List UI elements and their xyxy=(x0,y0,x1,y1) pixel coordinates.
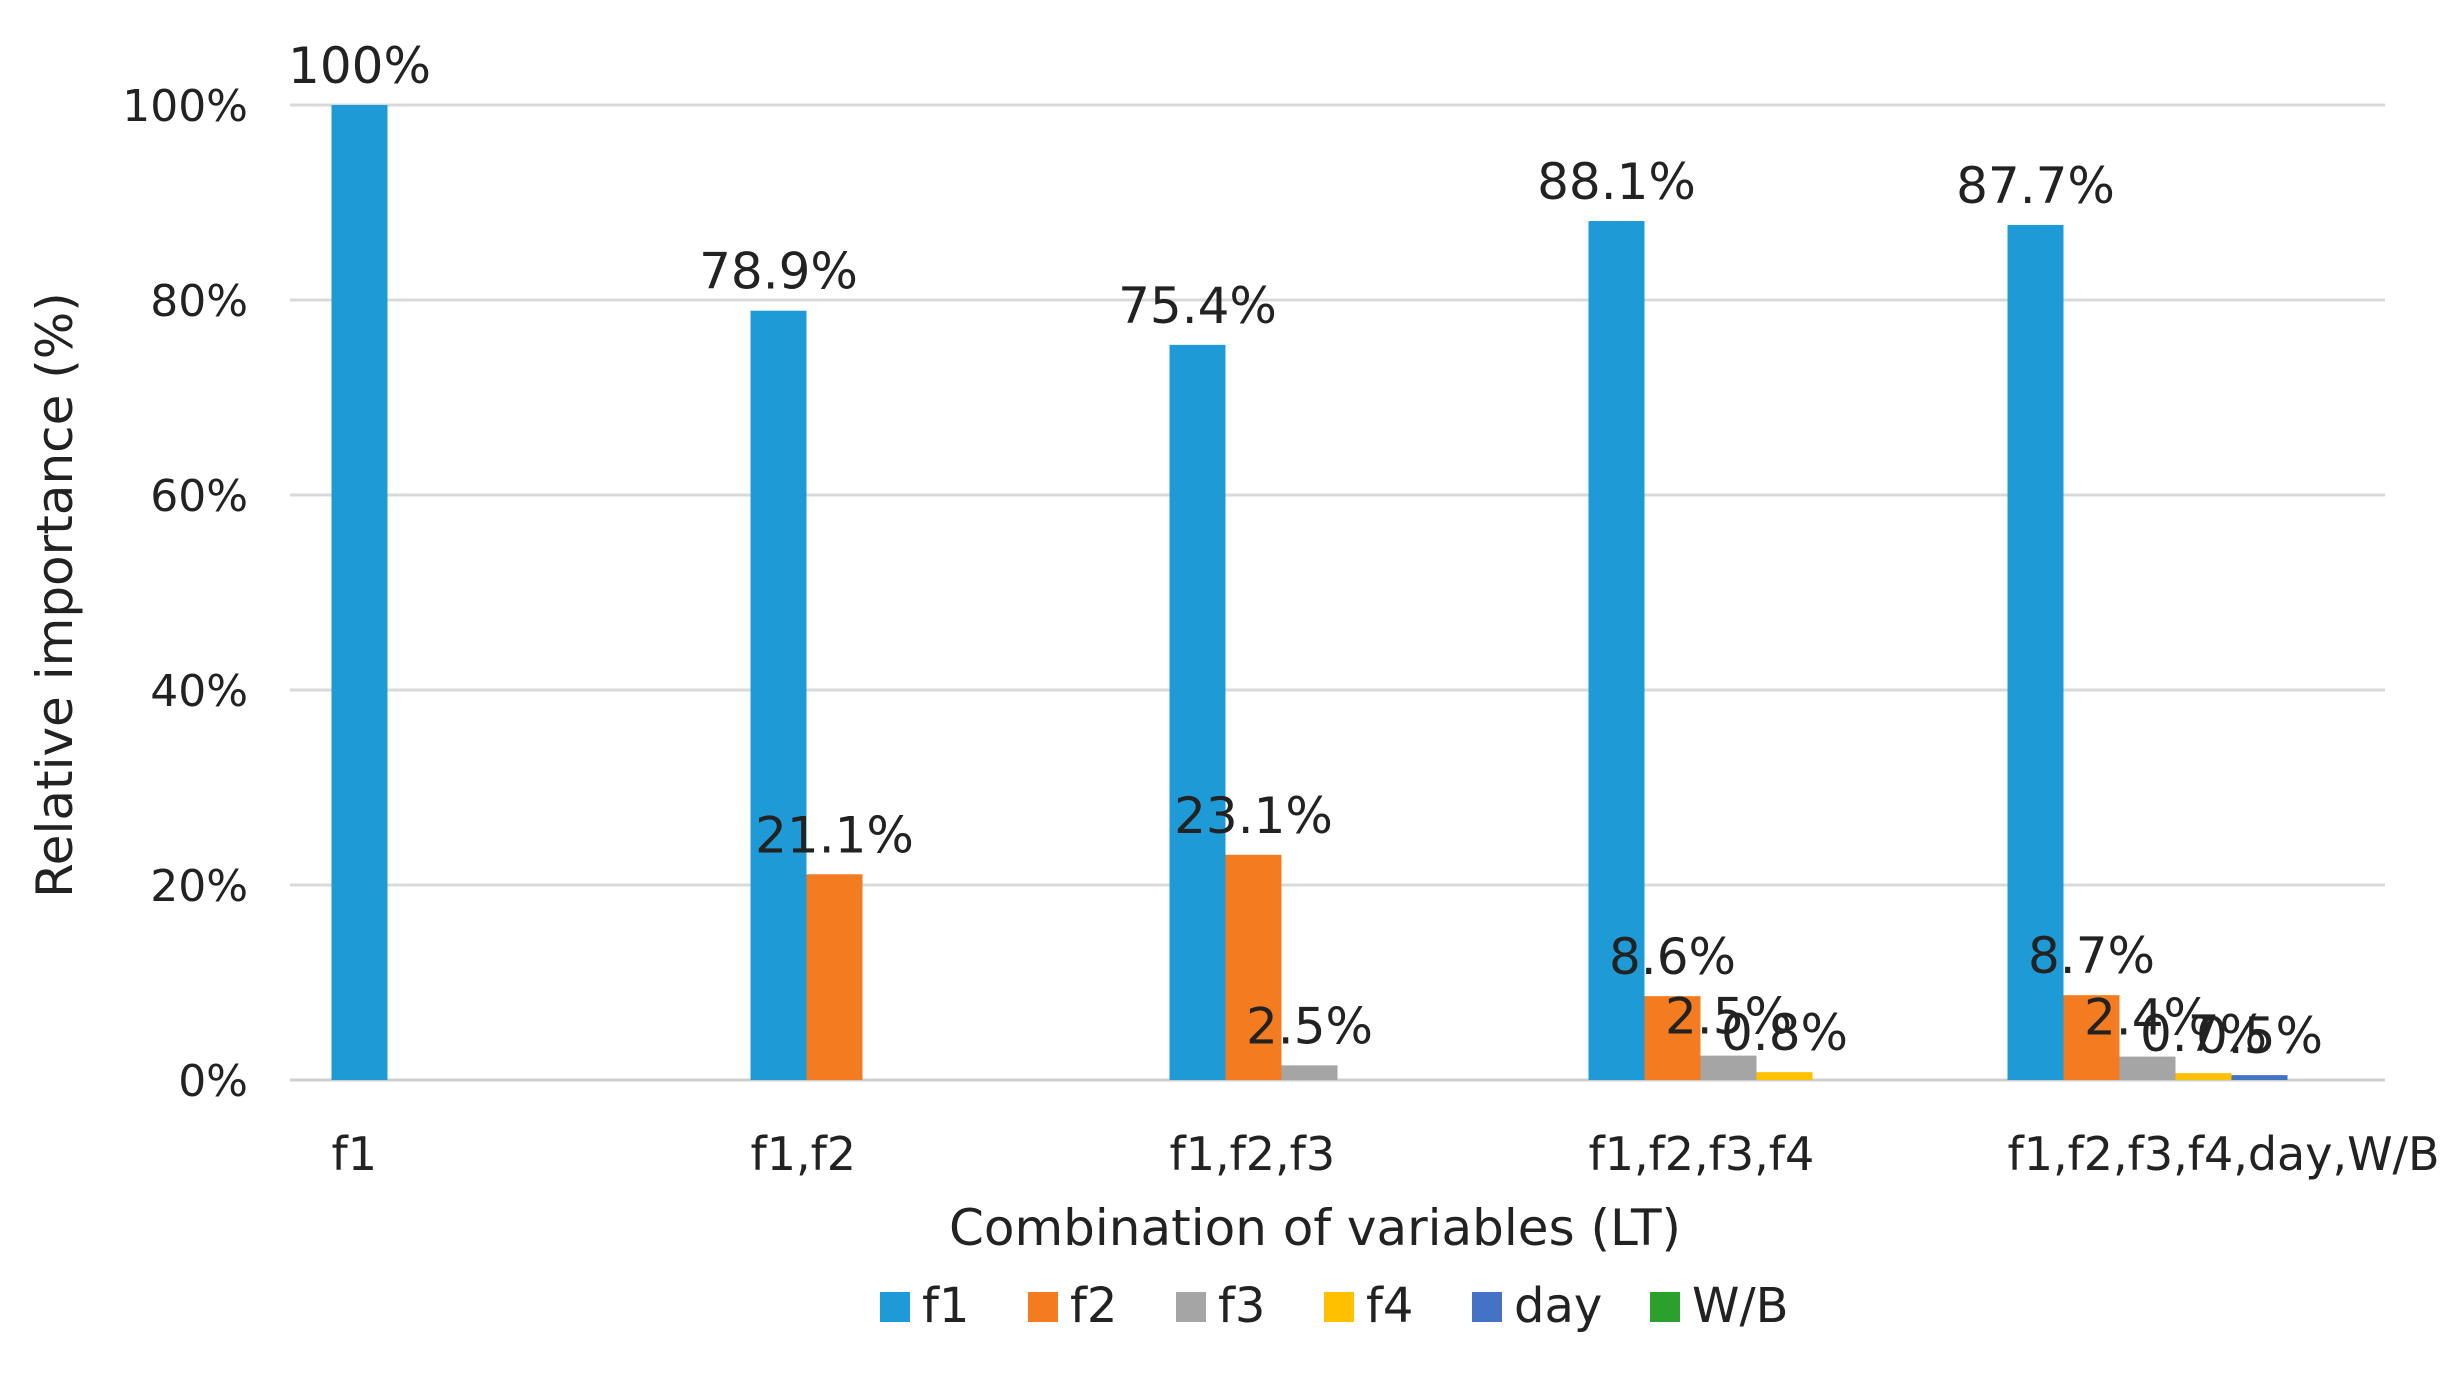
y-tick-label: 60% xyxy=(150,471,248,522)
legend-swatch-f1 xyxy=(880,1292,910,1322)
x-category-label: f1,f2,f3,f4 xyxy=(1589,1127,1815,1181)
legend-label: f3 xyxy=(1218,1278,1265,1334)
bar-f2-2 xyxy=(1225,854,1282,1080)
data-label: 88.1% xyxy=(1537,153,1696,211)
legend-swatch-wb xyxy=(1650,1292,1680,1322)
bar-f1-1 xyxy=(750,310,807,1081)
bar-f2-3 xyxy=(1644,996,1701,1080)
y-axis-ticks: 0% 20% 40% 60% 80% 100% xyxy=(122,81,248,1107)
bar-f3-4 xyxy=(2119,1056,2176,1080)
bar-f1-3 xyxy=(1588,221,1645,1080)
y-tick-label: 0% xyxy=(178,1056,248,1107)
bar-f1-0 xyxy=(331,105,388,1080)
legend-label: day xyxy=(1514,1278,1602,1334)
data-label: 87.7% xyxy=(1956,157,2115,215)
bar-f1-4 xyxy=(2007,224,2064,1081)
data-label: 8.7% xyxy=(2028,927,2155,985)
x-category-label: f1 xyxy=(332,1127,377,1181)
data-label: 75.4% xyxy=(1118,277,1277,335)
data-label: 8.6% xyxy=(1609,928,1736,986)
bar-f1-2 xyxy=(1169,344,1226,1081)
bar-f3-3 xyxy=(1700,1055,1757,1080)
data-label: 2.4% xyxy=(2084,989,2211,1047)
data-label: 2.5% xyxy=(1246,997,1373,1055)
legend-swatch-f2 xyxy=(1028,1292,1058,1322)
legend: f1 f2 f3 f4 day W/B xyxy=(880,1278,1789,1334)
legend-swatch-f3 xyxy=(1176,1292,1206,1322)
legend-swatch-day xyxy=(1472,1292,1502,1322)
bar-f2-4 xyxy=(2063,995,2120,1080)
legend-swatch-f4 xyxy=(1324,1292,1354,1322)
data-label: 21.1% xyxy=(755,806,914,864)
x-axis-title: Combination of variables (LT) xyxy=(949,1199,1681,1257)
legend-label: f4 xyxy=(1366,1278,1413,1334)
data-label: 100% xyxy=(288,37,431,95)
data-label: 0.7% xyxy=(2140,1005,2267,1063)
legend-label: f2 xyxy=(1070,1278,1117,1334)
data-label: 2.5% xyxy=(1665,988,1792,1046)
y-axis-title: Relative importance (%) xyxy=(26,292,84,898)
legend-label: f1 xyxy=(922,1278,969,1334)
bar-day-4 xyxy=(2231,1075,2288,1080)
data-label: 0.5% xyxy=(2196,1007,2323,1065)
x-category-label: f1,f2,f3,f4,day,W/B xyxy=(2008,1127,2440,1181)
bar-f4-4 xyxy=(2175,1073,2232,1080)
bar-f2-1 xyxy=(806,874,863,1080)
y-tick-label: 20% xyxy=(150,861,248,912)
bars xyxy=(331,105,2288,1081)
y-tick-label: 40% xyxy=(150,666,248,717)
bar-f3-2 xyxy=(1281,1065,1338,1080)
legend-label: W/B xyxy=(1692,1278,1789,1334)
x-category-label: f1,f2,f3 xyxy=(1170,1127,1336,1181)
x-category-label: f1,f2 xyxy=(751,1127,857,1181)
bar-f4-3 xyxy=(1756,1072,1813,1080)
y-tick-label: 100% xyxy=(122,81,248,132)
x-axis-categories: f1 f1,f2 f1,f2,f3 f1,f2,f3,f4 f1,f2,f3,f4,da… xyxy=(332,1127,2440,1181)
data-label: 0.8% xyxy=(1721,1004,1848,1062)
data-label: 23.1% xyxy=(1174,787,1333,845)
data-label: 78.9% xyxy=(699,243,858,301)
data-labels: 100%78.9%21.1%75.4%23.1%2.5%88.1%8.6%2.5… xyxy=(288,37,2323,1065)
y-tick-label: 80% xyxy=(150,276,248,327)
